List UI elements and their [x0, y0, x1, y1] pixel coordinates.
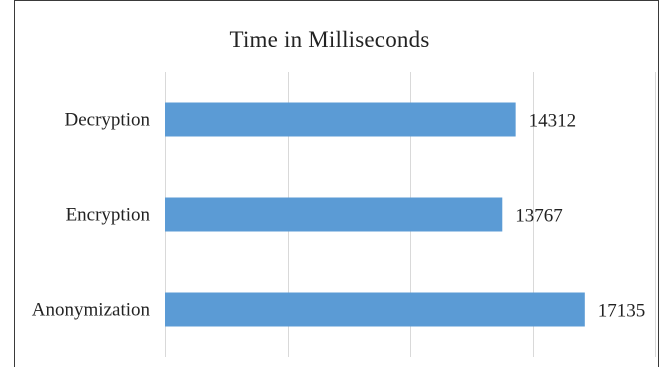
labels: Decryption 14312 Encryption 13767 Anonymizat…: [32, 110, 646, 322]
frame-top-border: [14, 0, 659, 1]
category-label-anonymization: Anonymization: [32, 300, 151, 321]
bars: [165, 102, 585, 327]
bar-decryption: [165, 102, 516, 137]
frame-left-border: [14, 0, 15, 367]
bar-anonymization: [165, 292, 585, 327]
data-label-anonymization: 17135: [598, 301, 646, 322]
bar-encryption: [165, 197, 503, 232]
category-label-encryption: Encryption: [66, 205, 151, 226]
data-label-decryption: 14312: [529, 111, 577, 132]
chart-title: Time in Milliseconds: [229, 27, 430, 52]
data-label-encryption: 13767: [515, 206, 563, 227]
category-label-decryption: Decryption: [65, 110, 151, 131]
